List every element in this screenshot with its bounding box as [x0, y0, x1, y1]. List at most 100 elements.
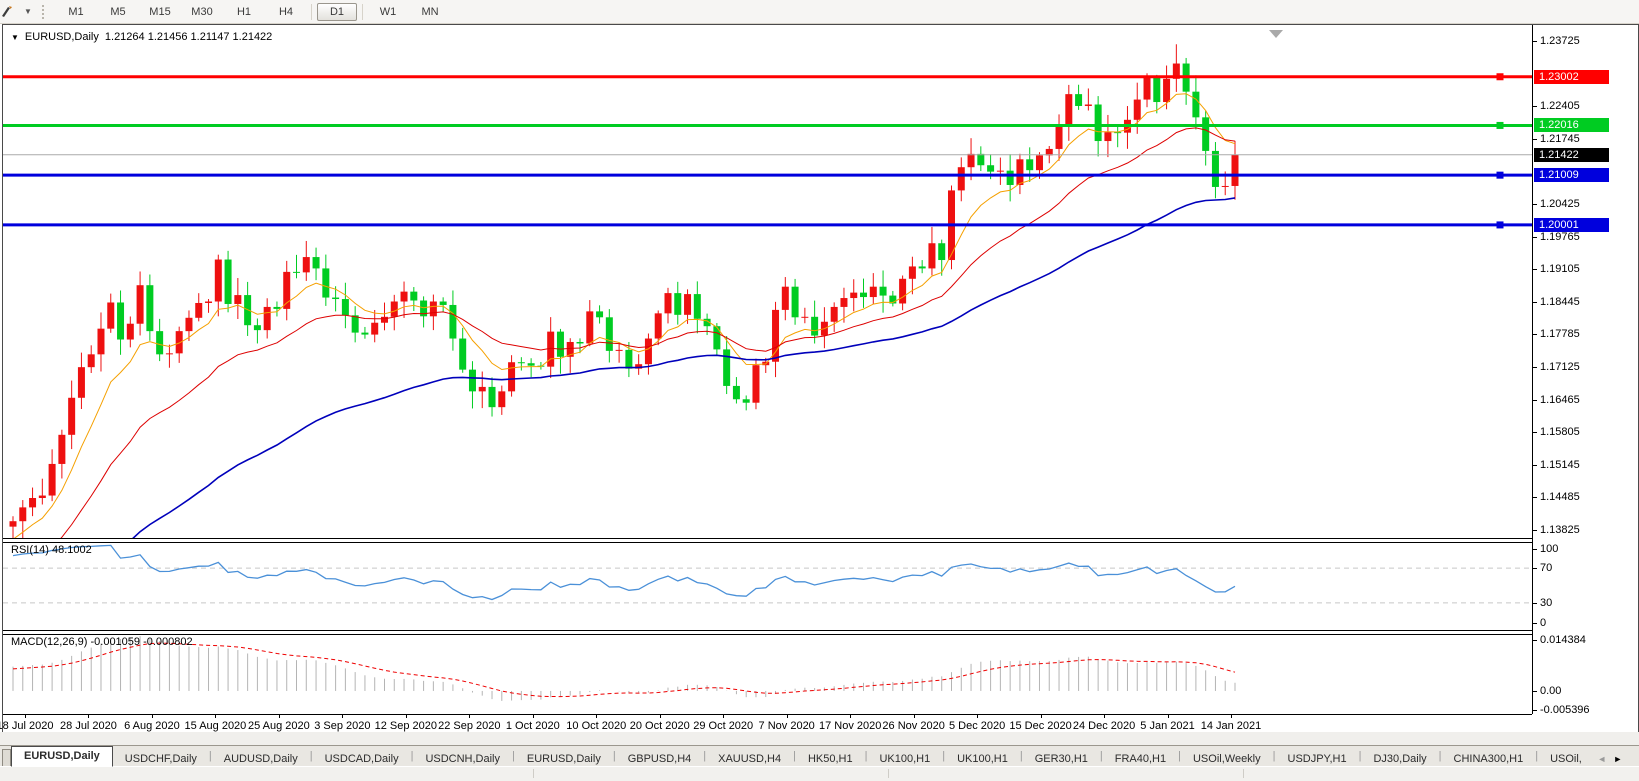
chart-tab-EURUSD-Daily-0[interactable]: EURUSD,Daily	[11, 746, 113, 767]
hline-price-flag-1.22016[interactable]: 1.22016	[1534, 118, 1609, 133]
price-tick-1.19105: 1.19105	[1533, 263, 1639, 275]
moving-average-fast[interactable]	[13, 93, 1236, 538]
chart-cursor-icon-glyph	[2, 5, 12, 17]
price-tick-1.19765: 1.19765	[1533, 231, 1639, 243]
date-label-29-Oct-2020: 29 Oct 2020	[693, 720, 754, 732]
time-tick	[215, 714, 217, 718]
chart-tab-HK50-H1-8[interactable]: HK50,H1	[807, 753, 853, 765]
chart-tab-DJ30-Daily-15[interactable]: DJ30,Daily	[1373, 753, 1427, 765]
tab-separator: |	[1535, 749, 1539, 762]
chart-cursor-dropdown-caret[interactable]: ▼	[24, 7, 32, 16]
date-label-10-Oct-2020: 10 Oct 2020	[566, 720, 627, 732]
chart-title-collapse-icon[interactable]: ▼	[11, 32, 19, 42]
horizontal-line-handle[interactable]	[1496, 221, 1504, 229]
price-tick-1.23725: 1.23725	[1533, 35, 1639, 47]
timeframe-button-M15[interactable]: M15	[149, 5, 171, 18]
chart-tab-EURUSD-Daily-5[interactable]: EURUSD,Daily	[526, 753, 601, 765]
date-label-24-Dec-2020: 24 Dec 2020	[1072, 720, 1136, 732]
tab-separator: |	[864, 749, 868, 762]
panel-separator[interactable]	[3, 630, 1532, 635]
chart-tab-GER30-H1-11[interactable]: GER30,H1	[1034, 753, 1088, 765]
panel-separator[interactable]	[3, 538, 1532, 543]
rsi-indicator-panel[interactable]	[3, 541, 1532, 630]
chart-tab-FRA40-H1-12[interactable]: FRA40,H1	[1114, 753, 1167, 765]
time-tick	[1104, 714, 1106, 718]
chart-tab-USDJPY-H1-14[interactable]: USDJPY,H1	[1287, 753, 1347, 765]
moving-average-slow[interactable]	[13, 197, 1236, 538]
toolbar-grip[interactable]	[42, 4, 49, 19]
tab-separator: |	[309, 749, 313, 762]
chart-tab-USOil-Weekly-13[interactable]: USOil,Weekly	[1192, 753, 1261, 765]
timeframe-separator	[311, 3, 312, 20]
chart-tab-USOil--17[interactable]: USOil,	[1550, 753, 1582, 765]
timeframe-button-H4[interactable]: H4	[278, 5, 294, 18]
date-label-20-Oct-2020: 20 Oct 2020	[629, 720, 690, 732]
tab-separator: |	[612, 749, 616, 762]
chart-tab-UK100-H1-10[interactable]: UK100,H1	[957, 753, 1008, 765]
tab-separator: |	[208, 749, 212, 762]
horizontal-line-handle[interactable]	[1496, 73, 1504, 81]
price-tick-1.17785: 1.17785	[1533, 328, 1639, 340]
time-tick	[723, 714, 725, 718]
tab-scroll-right-arrow[interactable]: ►	[1613, 754, 1623, 764]
date-label-3-Sep-2020: 3 Sep 2020	[314, 720, 371, 732]
timeframe-button-W1[interactable]: W1	[379, 5, 397, 18]
date-label-28-Jul-2020: 28 Jul 2020	[60, 720, 117, 732]
price-tick-1.20425: 1.20425	[1533, 198, 1639, 210]
current-price-flag[interactable]: 1.21422	[1534, 147, 1609, 162]
timeframe-button-group: M1 M5 M15 M30 H1 H4 D1 W1 MN	[55, 2, 451, 21]
time-tick	[786, 714, 788, 718]
tab-scroll-left-arrow[interactable]: ◄	[1597, 754, 1607, 764]
time-tick	[469, 714, 471, 718]
price-axis: 1.23725 1.22405 1.21745 1.20425 1.19765 1.191…	[1532, 25, 1639, 716]
macd-signal-line	[12, 642, 1236, 698]
date-label-15-Dec-2020: 15 Dec 2020	[1009, 720, 1072, 732]
timeframe-button-MN[interactable]: MN	[421, 5, 439, 18]
hline-price-flag-1.21009[interactable]: 1.21009	[1534, 168, 1609, 183]
date-label-5-Dec-2020: 5 Dec 2020	[948, 720, 1006, 732]
chart-tab-USDCAD-Daily-3[interactable]: USDCAD,Daily	[324, 753, 399, 765]
chart-tab-CHINA300-H1-16[interactable]: CHINA300,H1	[1453, 753, 1524, 765]
tab-separator: |	[1099, 749, 1103, 762]
timeframe-button-M1[interactable]: M1	[68, 5, 84, 18]
chart-title: ▼ EURUSD,Daily 1.21264 1.21456 1.21147 1…	[11, 31, 272, 43]
timeframe-button-H1[interactable]: H1	[236, 5, 252, 18]
date-label-12-Sep-2020: 12 Sep 2020	[374, 720, 438, 732]
time-tick	[596, 714, 598, 718]
date-label-14-Jan-2021: 14 Jan 2021	[1200, 720, 1262, 732]
chart-cursor-icon[interactable]	[2, 4, 22, 20]
macd-tick--0.005396: -0.005396	[1533, 704, 1639, 716]
status-divider	[533, 769, 534, 778]
date-label-18-Jul-2020: 18 Jul 2020	[0, 720, 54, 732]
price-tick-1.13825: 1.13825	[1533, 524, 1639, 536]
time-axis-line	[3, 714, 1532, 715]
macd-indicator-panel[interactable]	[3, 633, 1532, 714]
chart-tab-UK100-H1-9[interactable]: UK100,H1	[879, 753, 931, 765]
horizontal-line-handle[interactable]	[1496, 171, 1504, 179]
timeframe-button-M5[interactable]: M5	[110, 5, 126, 18]
horizontal-line-handle[interactable]	[1496, 121, 1504, 129]
chart-tab-XAUUSD-H4-7[interactable]: XAUUSD,H4	[718, 753, 782, 765]
price-tick-1.15805: 1.15805	[1533, 426, 1639, 438]
price-tick-1.22405: 1.22405	[1533, 100, 1639, 112]
tab-separator: |	[1358, 749, 1362, 762]
chart-tab-AUDUSD-Daily-2[interactable]: AUDUSD,Daily	[223, 753, 298, 765]
timeframe-separator	[362, 3, 363, 20]
main-price-chart[interactable]	[3, 25, 1532, 538]
timeframe-button-D1[interactable]: D1	[317, 2, 357, 21]
time-tick	[278, 714, 280, 718]
moving-average-medium[interactable]	[13, 127, 1236, 538]
time-tick	[151, 714, 153, 718]
macd-values: -0.001059 -0.000802	[90, 636, 193, 648]
tab-separator: |	[1272, 749, 1276, 762]
chart-tab-USDCNH-Daily-4[interactable]: USDCNH,Daily	[425, 753, 500, 765]
tab-separator: |	[793, 749, 796, 762]
chart-shift-marker[interactable]	[1269, 30, 1283, 38]
chart-tab-GBPUSD-H4-6[interactable]: GBPUSD,H4	[627, 753, 692, 765]
tab-separator: |	[1178, 749, 1181, 762]
price-tick-1.14485: 1.14485	[1533, 491, 1639, 503]
chart-tab-USDCHF-Daily-1[interactable]: USDCHF,Daily	[124, 753, 197, 765]
hline-price-flag-1.23002[interactable]: 1.23002	[1534, 69, 1609, 84]
hline-price-flag-1.20001[interactable]: 1.20001	[1534, 217, 1609, 232]
timeframe-button-M30[interactable]: M30	[191, 5, 213, 18]
